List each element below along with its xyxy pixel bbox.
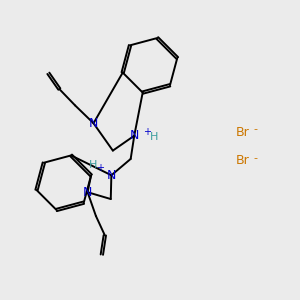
Text: N: N [107,169,116,182]
Text: H: H [89,160,98,170]
Text: -: - [254,153,257,163]
Text: N: N [89,117,98,130]
Text: H: H [150,132,159,142]
Text: N: N [83,186,92,199]
Text: N: N [130,129,139,142]
Text: +: + [143,127,151,137]
Text: -: - [254,124,257,134]
Text: Br: Br [236,126,250,139]
Text: +: + [96,163,104,173]
Text: Br: Br [236,154,250,167]
